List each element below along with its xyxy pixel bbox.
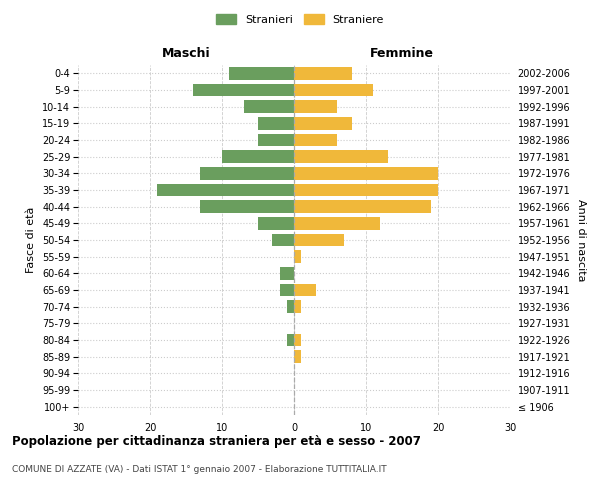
Bar: [294, 200, 431, 213]
Bar: [294, 300, 301, 313]
Bar: [294, 250, 301, 263]
Text: COMUNE DI AZZATE (VA) - Dati ISTAT 1° gennaio 2007 - Elaborazione TUTTITALIA.IT: COMUNE DI AZZATE (VA) - Dati ISTAT 1° ge…: [12, 465, 386, 474]
Bar: [294, 234, 344, 246]
Y-axis label: Anni di nascita: Anni di nascita: [576, 198, 586, 281]
Bar: [294, 184, 438, 196]
Bar: [287, 334, 294, 346]
Bar: [200, 200, 294, 213]
Bar: [294, 84, 373, 96]
Bar: [157, 184, 294, 196]
Bar: [244, 100, 294, 113]
Bar: [193, 84, 294, 96]
Bar: [294, 67, 352, 80]
Bar: [280, 284, 294, 296]
Bar: [294, 134, 337, 146]
Bar: [200, 167, 294, 179]
Text: Maschi: Maschi: [161, 47, 211, 60]
Bar: [294, 117, 352, 130]
Bar: [258, 134, 294, 146]
Bar: [294, 284, 316, 296]
Bar: [294, 150, 388, 163]
Bar: [294, 334, 301, 346]
Text: Femmine: Femmine: [370, 47, 434, 60]
Bar: [258, 217, 294, 230]
Bar: [222, 150, 294, 163]
Bar: [294, 350, 301, 363]
Bar: [287, 300, 294, 313]
Bar: [258, 117, 294, 130]
Y-axis label: Fasce di età: Fasce di età: [26, 207, 37, 273]
Legend: Stranieri, Straniere: Stranieri, Straniere: [212, 10, 388, 28]
Bar: [294, 167, 438, 179]
Bar: [272, 234, 294, 246]
Bar: [229, 67, 294, 80]
Bar: [280, 267, 294, 280]
Bar: [294, 217, 380, 230]
Text: Popolazione per cittadinanza straniera per età e sesso - 2007: Popolazione per cittadinanza straniera p…: [12, 435, 421, 448]
Bar: [294, 100, 337, 113]
